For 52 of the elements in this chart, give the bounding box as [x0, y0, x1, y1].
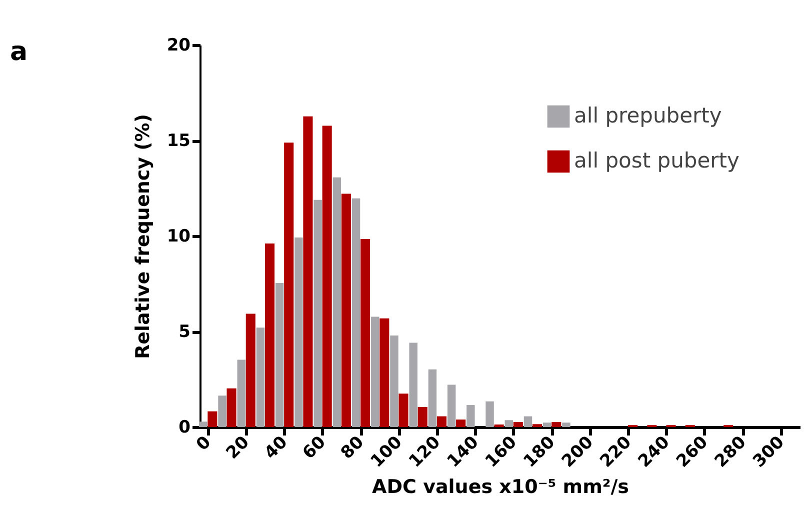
- bar: [294, 238, 303, 427]
- bar: [303, 116, 313, 427]
- y-axis-title: Relative frequency (%): [132, 114, 154, 360]
- y-tick-label: 0: [178, 418, 191, 438]
- bar: [456, 420, 466, 427]
- x-tick-label: 60: [298, 432, 330, 464]
- bar: [314, 200, 322, 427]
- bar: [208, 411, 218, 427]
- bar: [447, 384, 456, 427]
- x-axis-title: ADC values x10⁻⁵ mm²/s: [372, 476, 629, 498]
- legend-label: all prepuberty: [574, 104, 722, 128]
- x-tick-label: 40: [260, 432, 292, 464]
- bar: [398, 394, 408, 427]
- bar: [562, 422, 570, 427]
- bar: [418, 406, 428, 427]
- bar: [428, 369, 437, 427]
- bar: [218, 396, 226, 427]
- y-tick-label: 5: [178, 322, 190, 342]
- bar: [341, 194, 351, 427]
- bar: [226, 388, 236, 427]
- x-tick-label: 0: [192, 432, 216, 455]
- text: a: [10, 37, 28, 67]
- bar: [360, 239, 370, 427]
- bar: [466, 405, 475, 427]
- bar: [409, 342, 418, 427]
- bar: [322, 126, 332, 427]
- bar: [436, 416, 446, 427]
- bar: [264, 243, 275, 427]
- bar: [371, 316, 380, 427]
- bar: [390, 336, 398, 427]
- bar: [284, 142, 294, 427]
- legend-label: all post puberty: [574, 148, 740, 172]
- bar: [542, 422, 552, 427]
- bar: [246, 314, 256, 427]
- bar: [199, 422, 208, 427]
- bar: [552, 422, 562, 427]
- bar: [237, 360, 246, 427]
- x-tick-label: 80: [337, 432, 368, 464]
- y-tick-label: 10: [166, 226, 191, 246]
- y-tick-label: 20: [166, 36, 191, 56]
- bar: [352, 198, 360, 427]
- bar: [513, 422, 523, 427]
- y-tick-label: 15: [166, 131, 190, 151]
- bar: [332, 177, 342, 427]
- bar: [380, 318, 390, 427]
- bar: [486, 401, 494, 427]
- bar: [256, 328, 265, 427]
- bar: [524, 416, 532, 427]
- x-tick-label: 20: [222, 432, 254, 464]
- bar: [275, 282, 284, 427]
- bar: [504, 420, 513, 427]
- bar: [532, 424, 542, 427]
